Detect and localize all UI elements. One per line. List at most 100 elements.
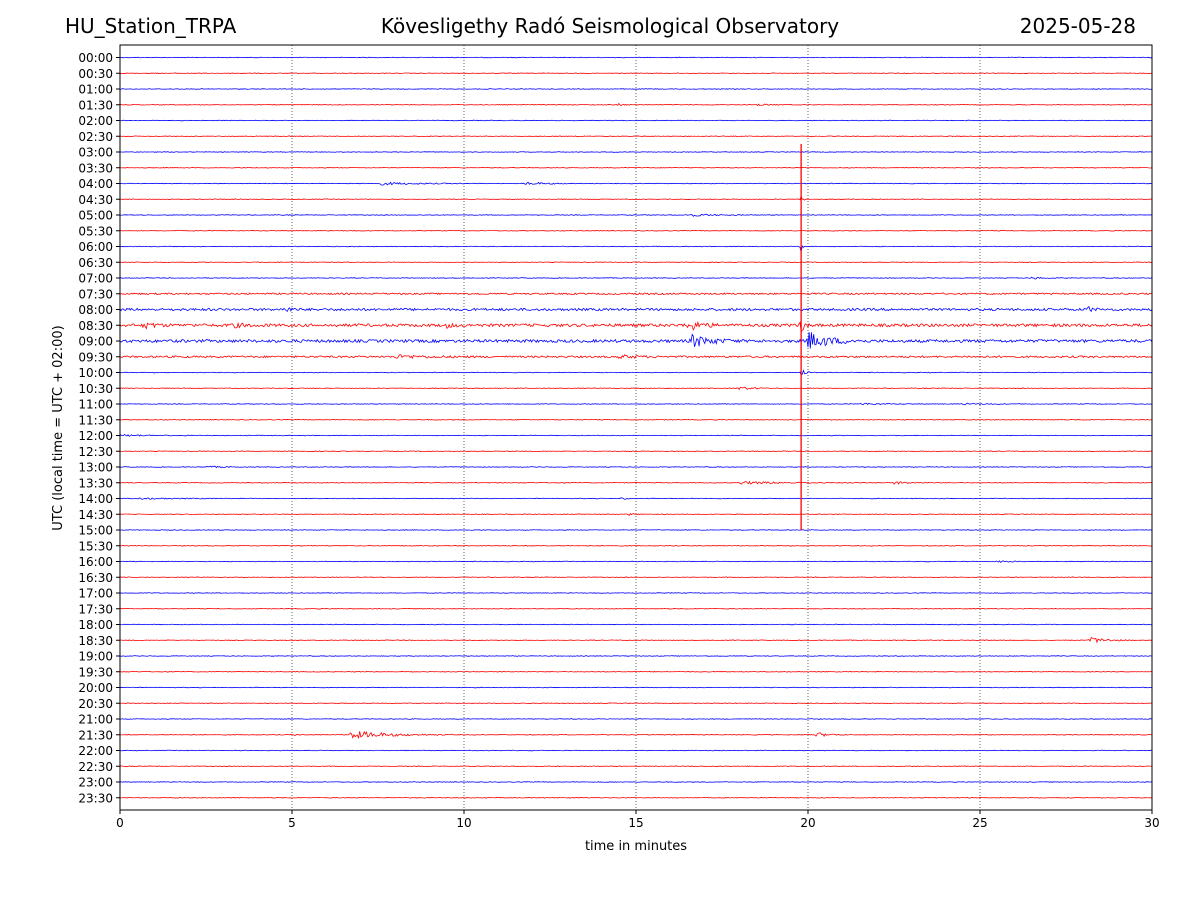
- y-tick-label-26: 13:00: [78, 461, 113, 475]
- y-tick-label-40: 20:00: [78, 681, 113, 695]
- trace-row-0230: [119, 135, 1153, 138]
- y-tick-label-22: 11:00: [78, 398, 113, 412]
- trace-row-2200: [119, 749, 1153, 752]
- trace-row-1430: [119, 512, 1153, 517]
- trace-row-2330: [119, 797, 1153, 799]
- y-tick-label-35: 17:30: [78, 602, 113, 616]
- y-tick-label-34: 17:00: [78, 587, 113, 601]
- trace-row-0730: [119, 292, 1153, 296]
- x-tick-label-2: 10: [456, 816, 471, 830]
- trace-group: [119, 56, 1153, 799]
- trace-row-0200: [119, 119, 1153, 122]
- trace-row-1400: [119, 497, 1153, 500]
- trace-row-2130: [119, 730, 1153, 739]
- chart-title: Kövesligethy Radó Seismological Observat…: [380, 14, 840, 38]
- trace-row-1600: [119, 560, 1153, 563]
- trace-row-0330: [119, 167, 1153, 169]
- y-tick-label-4: 02:00: [78, 114, 113, 128]
- y-tick-label-38: 19:00: [78, 650, 113, 664]
- trace-row-1100: [119, 402, 1153, 406]
- trace-row-1200: [119, 433, 1153, 437]
- y-tick-label-30: 15:00: [78, 524, 113, 538]
- y-tick-label-19: 09:30: [78, 350, 113, 364]
- y-tick-label-15: 07:30: [78, 287, 113, 301]
- trace-row-1030: [119, 386, 1153, 391]
- y-tick-label-46: 23:00: [78, 776, 113, 790]
- y-tick-label-21: 10:30: [78, 382, 113, 396]
- trace-row-1900: [119, 655, 1153, 657]
- y-tick-label-39: 19:30: [78, 665, 113, 679]
- y-tick-label-6: 03:00: [78, 146, 113, 160]
- y-tick-label-7: 03:30: [78, 161, 113, 175]
- trace-row-0900: [119, 332, 1153, 349]
- x-axis-title: time in minutes: [585, 839, 687, 854]
- x-axis: 0 5 10 15 20 25 30: [116, 810, 1160, 830]
- x-tick-label-4: 20: [800, 816, 815, 830]
- y-tick-label-45: 22:30: [78, 760, 113, 774]
- y-tick-label-5: 02:30: [78, 130, 113, 144]
- trace-row-0500: [119, 213, 1153, 217]
- trace-row-0800: [119, 305, 1153, 313]
- trace-row-0630: [119, 261, 1153, 264]
- y-tick-label-20: 10:00: [78, 366, 113, 380]
- trace-row-1230: [119, 450, 1153, 452]
- trace-row-1500: [119, 529, 1153, 531]
- y-tick-label-42: 21:00: [78, 713, 113, 727]
- trace-row-2230: [119, 765, 1153, 768]
- y-tick-label-12: 06:00: [78, 240, 113, 254]
- chart-date: 2025-05-28: [1019, 14, 1136, 38]
- x-tick-label-3: 15: [628, 816, 643, 830]
- y-tick-label-18: 09:00: [78, 335, 113, 349]
- trace-row-2100: [119, 718, 1153, 720]
- trace-row-1130: [119, 418, 1153, 421]
- trace-row-1730: [119, 608, 1153, 610]
- y-tick-label-43: 21:30: [78, 728, 113, 742]
- y-tick-label-2: 01:00: [78, 83, 113, 97]
- y-tick-label-28: 14:00: [78, 492, 113, 506]
- trace-row-0530: [119, 229, 1153, 232]
- y-tick-label-1: 00:30: [78, 67, 113, 81]
- trace-row-2000: [119, 686, 1153, 689]
- x-tick-label-6: 30: [1144, 816, 1159, 830]
- trace-row-0400: [119, 181, 1153, 186]
- trace-row-1630: [119, 576, 1153, 578]
- trace-row-1830: [119, 636, 1153, 644]
- trace-row-2300: [119, 781, 1153, 783]
- x-tick-label-0: 0: [116, 816, 124, 830]
- grid-lines: [291, 45, 981, 810]
- trace-row-0030: [119, 72, 1153, 74]
- y-tick-label-13: 06:30: [78, 256, 113, 270]
- trace-row-1800: [119, 623, 1153, 626]
- y-tick-label-14: 07:00: [78, 272, 113, 286]
- x-tick-label-5: 25: [972, 816, 987, 830]
- y-tick-label-16: 08:00: [78, 303, 113, 317]
- trace-row-1300: [119, 465, 1153, 469]
- trace-row-0300: [119, 151, 1153, 153]
- trace-row-0100: [119, 88, 1153, 90]
- y-tick-label-25: 12:30: [78, 445, 113, 459]
- y-tick-label-17: 08:30: [78, 319, 113, 333]
- trace-row-0700: [119, 276, 1153, 280]
- y-tick-label-3: 01:30: [78, 98, 113, 112]
- trace-row-0430: [119, 194, 1153, 201]
- trace-row-0930: [119, 354, 1153, 360]
- y-tick-label-9: 04:30: [78, 193, 113, 207]
- y-tick-label-29: 14:30: [78, 508, 113, 522]
- station-name: HU_Station_TRPA: [65, 14, 237, 38]
- y-tick-label-41: 20:30: [78, 697, 113, 711]
- y-tick-label-11: 05:30: [78, 224, 113, 238]
- trace-row-1700: [119, 592, 1153, 594]
- y-axis-title: UTC (local time = UTC + 02:00): [51, 325, 66, 530]
- y-tick-label-36: 18:00: [78, 618, 113, 632]
- y-tick-label-31: 15:30: [78, 539, 113, 553]
- y-tick-label-32: 16:00: [78, 555, 113, 569]
- y-tick-label-23: 11:30: [78, 413, 113, 427]
- trace-row-1330: [119, 480, 1153, 485]
- y-tick-label-27: 13:30: [78, 476, 113, 490]
- y-tick-label-0: 00:00: [78, 51, 113, 65]
- trace-row-0830: [119, 320, 1153, 333]
- trace-row-0130: [119, 102, 1153, 107]
- y-tick-label-8: 04:00: [78, 177, 113, 191]
